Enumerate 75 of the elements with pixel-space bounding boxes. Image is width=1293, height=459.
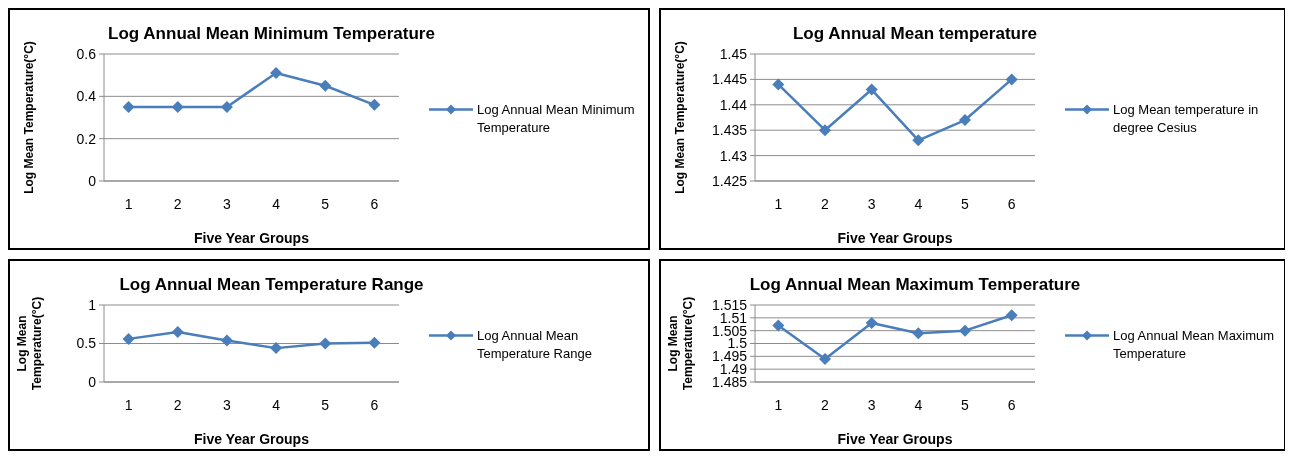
point (122, 100, 135, 113)
x-tick-label: 3 (867, 397, 876, 413)
x-axis-title: Five Year Groups (837, 230, 953, 246)
x-tick-label: 2 (821, 397, 830, 413)
y-tick-label: 1.425 (711, 172, 748, 189)
legend-label: Log Annual Mean Maximum Temperature (1113, 328, 1275, 362)
chart-title: Log Annual Mean Temperature Range (119, 275, 424, 294)
x-tick-label: 3 (223, 196, 232, 212)
point (319, 337, 332, 350)
x-tick-label: 3 (867, 196, 876, 212)
point (912, 134, 925, 147)
y-tick-label: 0.6 (76, 45, 97, 62)
y-tick-label: 1.43 (719, 147, 748, 164)
x-tick-label: 2 (821, 196, 830, 212)
point (171, 325, 184, 338)
point (959, 324, 971, 337)
point (270, 67, 283, 80)
point (220, 334, 233, 347)
point (819, 124, 831, 137)
x-tick-label: 4 (914, 196, 923, 212)
x-tick-label: 1 (124, 397, 133, 413)
x-tick-label: 3 (223, 397, 232, 413)
legend-label: Log Mean temperature in degree Cesius (1113, 102, 1259, 136)
y-axis-title: Log Mean Temperature(°C) (22, 41, 36, 194)
point (1005, 73, 1018, 86)
point (912, 327, 925, 340)
point (865, 83, 878, 96)
x-tick-label: 5 (321, 397, 330, 413)
point (122, 332, 135, 345)
point (270, 342, 283, 355)
point (1005, 309, 1018, 322)
x-tick-label: 4 (272, 196, 281, 212)
x-axis-title: Five Year Groups (194, 230, 310, 246)
point (368, 336, 381, 349)
x-tick-label: 6 (1007, 397, 1016, 413)
y-axis-title: Log Mean Temperature(°C) (666, 296, 695, 391)
y-tick-label: 0 (88, 373, 97, 390)
x-tick-label: 2 (173, 196, 182, 212)
point (959, 114, 971, 127)
point (772, 78, 785, 91)
y-tick-label: 0.5 (76, 335, 97, 352)
x-tick-label: 5 (321, 196, 330, 212)
legend-label: Log Annual Mean Minimum Temperature (477, 102, 635, 136)
x-tick-label: 6 (370, 196, 379, 212)
x-tick-label: 1 (774, 196, 783, 212)
x-axis-title: Five Year Groups (837, 431, 953, 447)
y-tick-label: 1.45 (719, 45, 748, 62)
x-tick-label: 1 (774, 397, 783, 413)
x-axis-title: Five Year Groups (194, 431, 310, 447)
y-tick-label: 1.445 (711, 71, 748, 88)
y-tick-label: 0.2 (76, 130, 97, 147)
x-tick-label: 4 (272, 397, 281, 413)
chart-title: Log Annual Mean Maximum Temperature (749, 275, 1081, 294)
x-tick-label: 1 (124, 196, 133, 212)
point (772, 319, 785, 332)
chart-title: Log Annual Mean Minimum Temperature (108, 24, 435, 43)
legend-label: Log Annual Mean Temperature Range (477, 328, 592, 362)
x-tick-label: 2 (173, 397, 182, 413)
y-tick-label: 1 (88, 296, 97, 313)
point (368, 98, 381, 111)
x-tick-label: 6 (370, 397, 379, 413)
x-tick-label: 5 (961, 196, 970, 212)
point (819, 352, 831, 365)
point (865, 316, 878, 329)
y-tick-label: 0.4 (76, 88, 97, 105)
y-axis-title: Log Mean Temperature(°C) (15, 296, 44, 391)
x-tick-label: 5 (961, 397, 970, 413)
x-tick-label: 6 (1007, 196, 1016, 212)
chart-title: Log Annual Mean temperature (792, 24, 1038, 43)
y-tick-label: 1.435 (711, 122, 748, 139)
x-tick-label: 4 (914, 397, 923, 413)
point (319, 79, 332, 92)
y-axis-title: Log Mean Temperature(°C) (673, 41, 687, 194)
y-tick-label: 0 (88, 172, 97, 189)
y-tick-label: 1.44 (719, 96, 748, 113)
